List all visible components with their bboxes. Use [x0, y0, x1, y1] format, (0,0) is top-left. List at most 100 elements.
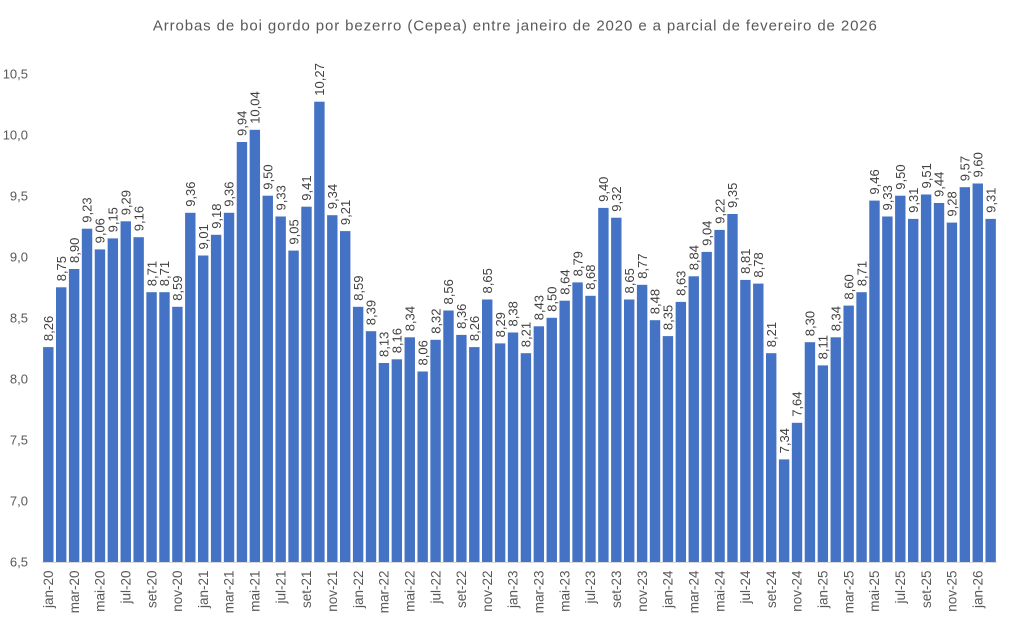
svg-text:nov-20: nov-20: [170, 571, 185, 612]
svg-text:jul-25: jul-25: [893, 571, 908, 605]
svg-text:jan-20: jan-20: [41, 571, 56, 610]
svg-text:9,41: 9,41: [299, 175, 314, 200]
svg-text:9,51: 9,51: [919, 163, 934, 188]
svg-text:9,06: 9,06: [93, 218, 108, 243]
svg-text:8,65: 8,65: [480, 268, 495, 293]
svg-text:8,50: 8,50: [544, 286, 559, 311]
svg-text:9,60: 9,60: [970, 152, 985, 177]
svg-text:8,21: 8,21: [519, 322, 534, 347]
svg-text:jan-23: jan-23: [506, 571, 521, 610]
svg-text:8,34: 8,34: [402, 306, 417, 331]
svg-text:9,01: 9,01: [196, 224, 211, 249]
svg-text:7,64: 7,64: [790, 391, 805, 416]
svg-text:jul-22: jul-22: [428, 571, 443, 605]
svg-text:nov-22: nov-22: [480, 571, 495, 612]
svg-text:9,94: 9,94: [235, 111, 250, 136]
svg-text:set-21: set-21: [299, 571, 314, 609]
svg-text:8,78: 8,78: [751, 252, 766, 277]
svg-text:8,16: 8,16: [390, 328, 405, 353]
svg-text:7,5: 7,5: [10, 433, 28, 448]
svg-text:8,79: 8,79: [570, 251, 585, 276]
svg-text:8,75: 8,75: [54, 256, 69, 281]
svg-text:9,05: 9,05: [286, 219, 301, 244]
svg-text:set-22: set-22: [454, 571, 469, 609]
svg-text:9,29: 9,29: [118, 190, 133, 215]
svg-text:9,36: 9,36: [183, 181, 198, 206]
svg-text:8,84: 8,84: [686, 245, 701, 270]
svg-text:mar-25: mar-25: [841, 571, 856, 614]
svg-text:nov-23: nov-23: [635, 571, 650, 612]
svg-text:8,11: 8,11: [816, 335, 831, 359]
svg-text:8,0: 8,0: [10, 372, 28, 387]
svg-text:8,71: 8,71: [854, 261, 869, 286]
svg-text:9,23: 9,23: [80, 197, 95, 222]
svg-text:9,15: 9,15: [106, 207, 121, 232]
svg-text:8,71: 8,71: [144, 261, 159, 286]
svg-text:8,5: 8,5: [10, 311, 28, 326]
svg-text:7,0: 7,0: [10, 494, 28, 509]
svg-text:jul-21: jul-21: [273, 571, 288, 605]
svg-text:Arrobas de boi gordo por bezer: Arrobas de boi gordo por bezerro (Cepea)…: [153, 17, 878, 34]
svg-text:10,5: 10,5: [3, 66, 28, 81]
svg-text:nov-25: nov-25: [945, 571, 960, 612]
svg-text:jan-25: jan-25: [816, 571, 831, 610]
svg-text:9,57: 9,57: [958, 156, 973, 181]
svg-text:10,0: 10,0: [3, 127, 28, 142]
svg-text:9,31: 9,31: [983, 188, 998, 213]
svg-text:8,32: 8,32: [428, 308, 443, 333]
svg-text:8,26: 8,26: [41, 316, 56, 341]
svg-text:8,21: 8,21: [764, 322, 779, 347]
svg-text:9,46: 9,46: [867, 169, 882, 194]
svg-text:9,32: 9,32: [609, 186, 624, 211]
svg-text:mar-22: mar-22: [377, 571, 392, 614]
svg-text:mar-20: mar-20: [67, 571, 82, 614]
svg-text:8,63: 8,63: [674, 271, 689, 296]
svg-text:set-23: set-23: [609, 571, 624, 609]
svg-text:mai-20: mai-20: [93, 571, 108, 612]
svg-text:9,0: 9,0: [10, 249, 28, 264]
svg-text:jan-24: jan-24: [661, 570, 676, 609]
svg-text:mai-23: mai-23: [557, 571, 572, 612]
svg-text:set-20: set-20: [144, 571, 159, 609]
svg-text:8,48: 8,48: [648, 289, 663, 314]
svg-text:8,06: 8,06: [415, 340, 430, 365]
svg-text:8,81: 8,81: [738, 249, 753, 274]
svg-text:mai-25: mai-25: [867, 571, 882, 612]
svg-text:8,90: 8,90: [67, 238, 82, 263]
svg-text:9,33: 9,33: [880, 185, 895, 210]
svg-text:8,68: 8,68: [583, 264, 598, 289]
svg-text:9,5: 9,5: [10, 188, 28, 203]
svg-text:8,59: 8,59: [351, 275, 366, 300]
svg-text:set-25: set-25: [919, 571, 934, 609]
svg-text:8,60: 8,60: [841, 274, 856, 299]
svg-text:9,22: 9,22: [712, 199, 727, 224]
svg-text:10,04: 10,04: [248, 91, 263, 124]
svg-text:8,56: 8,56: [441, 279, 456, 304]
svg-text:jul-20: jul-20: [118, 571, 133, 605]
svg-text:jul-24: jul-24: [738, 570, 753, 605]
svg-text:mar-21: mar-21: [222, 571, 237, 614]
svg-text:8,35: 8,35: [661, 305, 676, 330]
svg-text:mai-22: mai-22: [402, 571, 417, 612]
svg-text:jan-21: jan-21: [196, 571, 211, 610]
svg-text:8,13: 8,13: [377, 332, 392, 357]
svg-text:9,04: 9,04: [699, 221, 714, 246]
svg-text:mai-21: mai-21: [248, 571, 263, 612]
svg-text:9,50: 9,50: [893, 164, 908, 189]
svg-text:8,65: 8,65: [622, 268, 637, 293]
svg-text:9,16: 9,16: [131, 206, 146, 231]
svg-text:8,43: 8,43: [532, 295, 547, 320]
svg-text:8,34: 8,34: [828, 306, 843, 331]
svg-text:9,21: 9,21: [338, 200, 353, 225]
svg-text:mar-23: mar-23: [532, 571, 547, 614]
svg-text:8,38: 8,38: [506, 301, 521, 326]
svg-text:jan-26: jan-26: [970, 571, 985, 610]
svg-text:10,27: 10,27: [312, 63, 327, 96]
svg-text:9,44: 9,44: [932, 172, 947, 197]
svg-text:9,34: 9,34: [325, 184, 340, 209]
svg-text:6,5: 6,5: [10, 555, 28, 570]
svg-text:nov-24: nov-24: [790, 570, 805, 612]
svg-text:9,33: 9,33: [273, 185, 288, 210]
svg-text:9,36: 9,36: [222, 181, 237, 206]
svg-text:8,71: 8,71: [157, 261, 172, 286]
